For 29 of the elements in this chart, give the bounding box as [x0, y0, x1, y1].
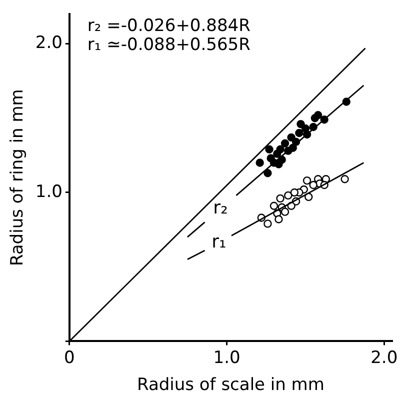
x-tick-label: 2.0	[370, 348, 398, 368]
point	[290, 188, 299, 197]
series-label: r₂	[213, 198, 228, 219]
point	[280, 208, 290, 216]
point	[284, 191, 292, 200]
annotation: r₁ ≃-0.088+0.565R	[87, 34, 251, 55]
point	[270, 202, 278, 210]
x-tick-label: 0	[64, 348, 75, 368]
point	[274, 215, 283, 224]
y-axis-title: Radius of ring in mm	[8, 89, 28, 266]
point	[264, 169, 272, 178]
point	[309, 180, 318, 190]
series-label: r₁	[212, 232, 226, 253]
point	[304, 192, 313, 202]
point	[274, 160, 283, 168]
point	[280, 139, 290, 148]
point	[256, 158, 264, 167]
point	[287, 133, 296, 142]
annotation: r₂ =-0.026+0.884R	[87, 16, 251, 36]
point	[340, 174, 349, 184]
x-axis-title: Radius of scale in mm	[137, 375, 324, 396]
point	[295, 128, 304, 138]
point	[265, 145, 274, 154]
point	[264, 220, 272, 228]
point	[310, 114, 319, 122]
point	[302, 176, 312, 185]
x-tick-label: 1.0	[213, 348, 240, 368]
point	[273, 150, 282, 158]
point	[276, 194, 284, 203]
